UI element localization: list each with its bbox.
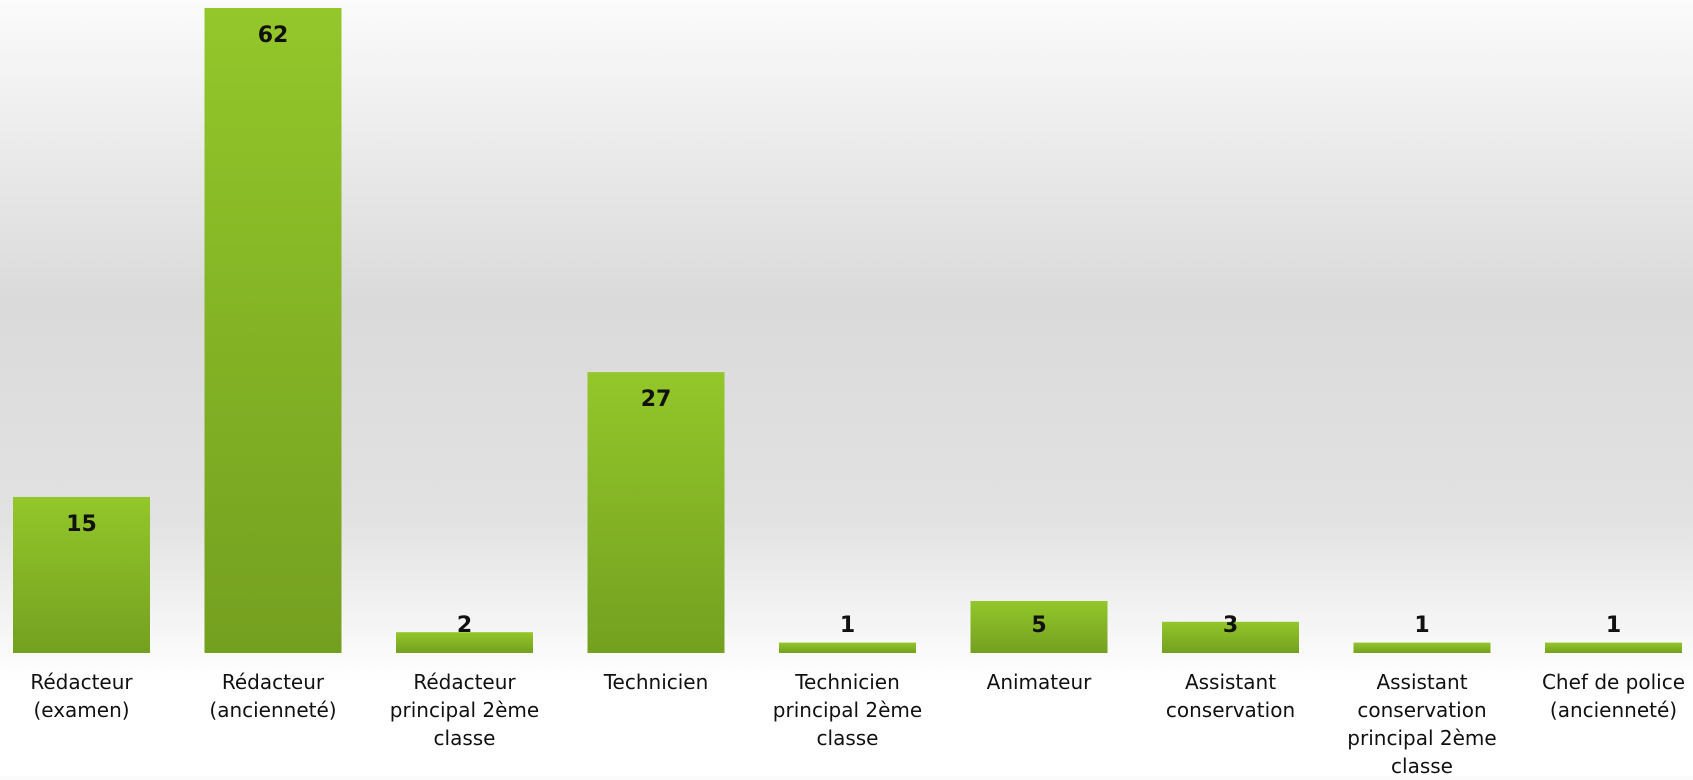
value-label: 62	[258, 23, 289, 48]
value-label: 1	[1414, 613, 1429, 638]
bar	[779, 643, 916, 653]
category-label: Technicien principal 2ème classe	[763, 668, 933, 752]
value-label: 1	[1606, 613, 1621, 638]
value-label: 2	[457, 613, 472, 638]
value-label: 1	[840, 613, 855, 638]
category-label: Rédacteur (ancienneté)	[188, 668, 358, 724]
category-label: Animateur	[954, 668, 1124, 696]
category-label: Rédacteur (examen)	[0, 668, 167, 724]
category-label: Assistant conservation principal 2ème cl…	[1337, 668, 1507, 780]
value-label: 5	[1031, 613, 1046, 638]
bar	[205, 8, 342, 653]
value-label: 3	[1223, 613, 1238, 638]
category-label: Technicien	[571, 668, 741, 696]
bar	[588, 372, 725, 653]
value-label: 15	[66, 512, 97, 537]
category-label: Chef de police (ancienneté)	[1529, 668, 1693, 724]
value-label: 27	[641, 387, 672, 412]
bar	[1354, 643, 1491, 653]
category-label: Rédacteur principal 2ème classe	[380, 668, 550, 752]
bar	[1545, 643, 1682, 653]
category-label: Assistant conservation	[1146, 668, 1316, 724]
